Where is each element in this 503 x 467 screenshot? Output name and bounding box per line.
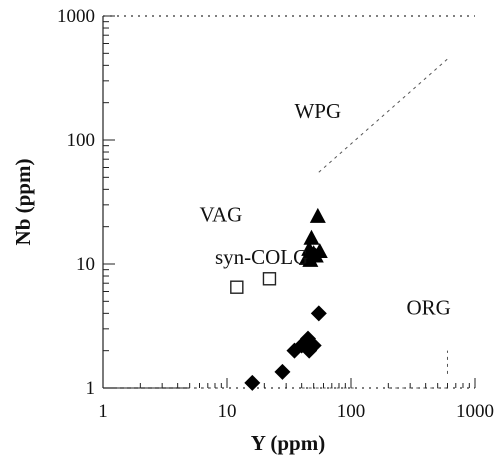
x-tick-label: 1 (98, 401, 108, 422)
data-markers (230, 207, 328, 391)
triangle-marker (303, 229, 320, 245)
y-axis-ticks: 1 10 100 1000 (57, 6, 115, 399)
field-label-syn-colg: syn-COLG (215, 245, 308, 269)
y-tick-label: 10 (76, 254, 95, 275)
x-tick-label: 1000 (456, 401, 494, 422)
x-axis-ticks: 1 10 100 1000 (98, 378, 494, 422)
square-marker (262, 272, 277, 286)
x-axis-title: Y (ppm) (251, 431, 325, 455)
y-tick-label: 100 (67, 130, 96, 151)
boundary-line (318, 58, 448, 173)
field-label-vag: VAG (199, 203, 242, 227)
diamond-marker (274, 363, 291, 380)
diamond-marker (310, 305, 327, 322)
x-tick-label: 10 (218, 401, 237, 422)
triangle-marker (311, 242, 328, 258)
triangle-marker (302, 251, 319, 267)
field-label-wpg: WPG (294, 99, 341, 123)
triangle-marker (309, 207, 326, 223)
y-tick-label: 1 (86, 378, 96, 399)
square-marker (230, 280, 244, 294)
diamond-marker (244, 374, 261, 391)
field-labels: WPG VAG syn-COLG ORG (199, 99, 450, 320)
chart-frame (102, 15, 475, 389)
x-tick-label: 100 (337, 401, 366, 422)
y-tick-label: 1000 (57, 6, 95, 27)
y-axis-title: Nb (ppm) (11, 159, 35, 246)
diamond-marker (301, 342, 318, 359)
field-label-org: ORG (406, 296, 450, 320)
field-boundaries (103, 58, 448, 389)
